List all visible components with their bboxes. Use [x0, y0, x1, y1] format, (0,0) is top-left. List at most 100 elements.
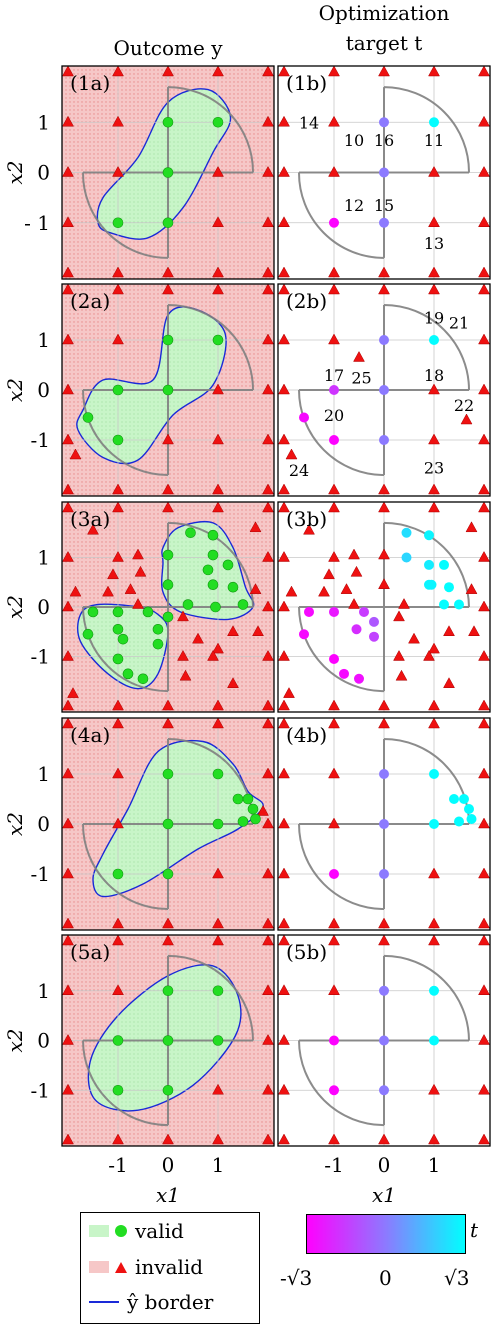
- invalid-marker: [212, 216, 224, 227]
- invalid-marker: [112, 1133, 124, 1145]
- point-annotation: 15: [374, 196, 394, 215]
- invalid-marker: [62, 649, 74, 661]
- invalid-marker: [112, 115, 124, 127]
- invalid-marker: [107, 568, 119, 580]
- plot-frame: [61, 501, 275, 713]
- invalid-marker: [62, 1133, 74, 1145]
- invalid-marker: [428, 1083, 440, 1095]
- invalid-marker: [212, 266, 224, 278]
- invalid-marker: [278, 501, 290, 513]
- invalid-marker: [378, 65, 390, 77]
- plot-frame: [277, 283, 491, 497]
- invalid-marker: [478, 65, 490, 77]
- invalid-marker: [378, 1133, 390, 1145]
- invalid-marker: [62, 600, 74, 612]
- invalid-marker: [478, 115, 490, 127]
- x-axis-label: x1: [156, 1183, 180, 1207]
- invalid-marker: [468, 625, 480, 636]
- invalid-marker: [328, 817, 340, 829]
- invalid-marker: [262, 1033, 274, 1045]
- invalid-marker: [478, 501, 490, 513]
- point-annotation: 18: [424, 366, 444, 385]
- plot-frame: [61, 717, 275, 931]
- target-point: [329, 653, 339, 664]
- invalid-marker: [162, 934, 174, 946]
- invalid-marker: [162, 283, 174, 295]
- invalid-marker: [278, 65, 290, 77]
- y-axis-label: x2: [3, 812, 27, 836]
- target-point: [429, 335, 439, 345]
- panel-label: (4a): [70, 723, 110, 747]
- target-point: [454, 599, 464, 610]
- invalid-marker: [212, 934, 224, 946]
- valid-marker: [112, 1084, 124, 1096]
- legend-invalid-label: invalid: [135, 1255, 204, 1279]
- invalid-marker: [112, 984, 124, 995]
- y-tick-label: 1: [37, 546, 50, 570]
- invalid-marker: [212, 699, 224, 711]
- invalid-marker: [478, 984, 490, 995]
- valid-marker: [152, 623, 164, 635]
- invalid-marker: [328, 333, 340, 345]
- invalid-marker: [328, 699, 340, 711]
- invalid-marker: [328, 165, 340, 177]
- invalid-marker: [393, 649, 405, 661]
- target-point: [329, 217, 339, 228]
- invalid-marker: [278, 1033, 290, 1045]
- invalid-marker: [328, 934, 340, 946]
- valid-marker: [237, 816, 249, 827]
- invalid-marker: [423, 649, 435, 661]
- reference-shape: [298, 304, 470, 476]
- invalid-marker: [285, 448, 298, 460]
- target-point: [429, 985, 439, 996]
- invalid-marker: [112, 283, 124, 295]
- invalid-marker: [262, 1133, 274, 1145]
- invalid-marker: [478, 1033, 490, 1045]
- invalid-marker: [112, 501, 124, 513]
- invalid-marker: [278, 483, 290, 495]
- invalid-marker: [378, 283, 390, 295]
- point-annotation: 17: [324, 366, 344, 385]
- invalid-marker: [278, 817, 290, 829]
- invalid-marker: [62, 333, 74, 345]
- target-point: [379, 167, 389, 178]
- target-point: [379, 335, 389, 345]
- invalid-marker: [378, 934, 390, 946]
- invalid-marker: [428, 65, 440, 77]
- legend: valid invalid ŷ border: [80, 1212, 260, 1324]
- point-annotation: 24: [289, 461, 309, 480]
- valid-marker: [232, 793, 244, 805]
- valid-marker: [87, 606, 99, 618]
- invalid-marker: [378, 548, 390, 560]
- valid-marker: [222, 559, 234, 571]
- invalid-marker: [278, 115, 290, 127]
- invalid-marker: [62, 817, 74, 829]
- invalid-marker: [285, 585, 298, 597]
- target-point: [369, 616, 379, 627]
- target-point: [439, 599, 449, 610]
- invalid-marker: [428, 917, 440, 929]
- invalid-marker: [443, 677, 455, 688]
- x-tick-label: 0: [162, 1153, 175, 1177]
- plot-frame: [61, 934, 275, 1147]
- valid-marker: [162, 334, 174, 346]
- target-point: [379, 819, 389, 829]
- invalid-marker: [262, 917, 274, 929]
- colorbar: [306, 1214, 466, 1254]
- invalid-marker: [262, 649, 274, 661]
- invalid-marker: [278, 717, 290, 729]
- invalid-marker: [227, 677, 239, 688]
- invalid-marker: [283, 687, 295, 698]
- invalid-marker: [428, 216, 440, 227]
- plot-frame: [277, 65, 491, 280]
- invalid-marker: [112, 917, 124, 929]
- panel-3a: (3a): [61, 501, 275, 713]
- target-point: [339, 668, 349, 679]
- invalid-marker: [278, 917, 290, 929]
- invalid-marker: [69, 585, 82, 597]
- valid-marker: [142, 606, 154, 618]
- invalid-marker: [257, 804, 269, 816]
- valid-marker: [162, 818, 174, 830]
- invalid-marker: [278, 550, 290, 562]
- plot-frame: [277, 934, 491, 1147]
